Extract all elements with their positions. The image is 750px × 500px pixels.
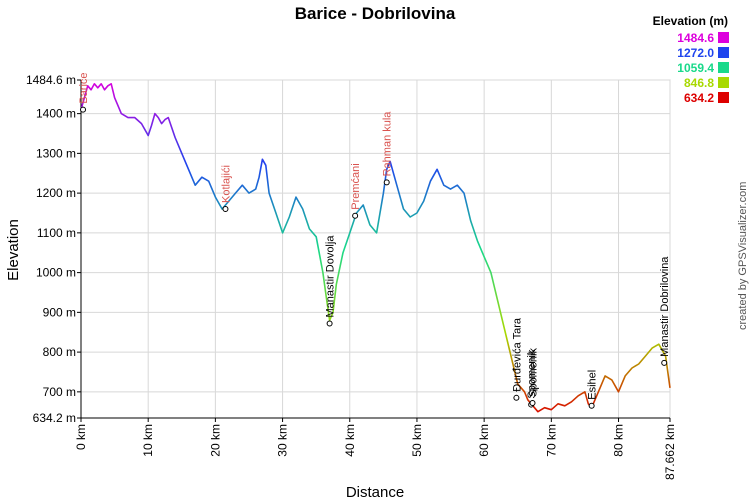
legend-swatch	[718, 32, 729, 43]
elevation-profile-line	[80, 83, 671, 413]
legend: Elevation (m) 1484.61272.01059.4846.8634…	[653, 14, 729, 105]
waypoint-marker	[588, 402, 595, 409]
waypoint-label: Đurđevića Tara	[511, 317, 523, 392]
waypoint-marker	[352, 212, 359, 219]
plot-area-frame	[80, 79, 671, 419]
waypoint-label: Spomenik	[526, 349, 538, 398]
waypoint-label: Manastir Dovolja	[325, 235, 337, 318]
x-tick-label: 0 km	[74, 424, 88, 450]
legend-title: Elevation (m)	[653, 14, 728, 28]
legend-entry-label: 846.8	[684, 76, 714, 90]
x-axis-label: Distance	[346, 484, 404, 500]
x-tick-label: 80 km	[612, 424, 626, 457]
waypoint-label: Spomenik	[528, 348, 540, 397]
y-tick-label: 1400 m	[36, 107, 76, 121]
legend-swatch	[718, 62, 729, 73]
y-tick-label: 1484.6 m	[26, 73, 76, 87]
waypoint-label: Esihel	[587, 370, 599, 400]
waypoint-label: Barice	[78, 72, 90, 103]
credit-text: created by GPSVisualizer.com	[737, 182, 749, 330]
grid-lines	[80, 79, 671, 419]
x-tick-label: 30 km	[276, 424, 290, 457]
x-tick-label: 10 km	[141, 424, 155, 457]
y-tick-label: 1300 m	[36, 146, 76, 160]
legend-entry-label: 1059.4	[677, 61, 714, 75]
legend-entry-label: 1272.0	[677, 46, 714, 60]
waypoint-label: Premćani	[350, 163, 362, 209]
legend-swatch	[718, 77, 729, 88]
legend-swatch	[718, 47, 729, 58]
x-axis-ticks: 0 km 10 km 20 km 30 km 40 km 50 km 60 km 70 km 8…	[74, 417, 677, 480]
waypoint-label: Rahman kula	[382, 111, 394, 177]
waypoint-marker	[326, 320, 333, 327]
y-tick-label: 1200 m	[36, 186, 76, 200]
waypoint-marker	[661, 359, 668, 366]
y-tick-label: 1000 m	[36, 266, 76, 280]
waypoint-marker	[80, 106, 87, 113]
waypoint-label: Kotlajići	[220, 165, 232, 203]
y-tick-label: 1100 m	[37, 226, 76, 240]
legend-entry-label: 634.2	[684, 91, 714, 105]
waypoint-label: Manastir Dobrilovina	[659, 256, 671, 357]
y-tick-label: 700 m	[43, 385, 76, 399]
legend-entry-label: 1484.6	[677, 31, 714, 45]
chart-title: Barice - Dobrilovina	[295, 4, 456, 23]
waypoint-marker	[513, 394, 520, 401]
y-tick-label: 800 m	[43, 345, 76, 359]
x-tick-label: 40 km	[343, 424, 357, 457]
y-axis-label: Elevation	[5, 219, 22, 281]
waypoint-marker	[383, 179, 390, 186]
waypoint-marker	[529, 399, 536, 406]
waypoint-marker	[222, 206, 229, 213]
x-tick-label: 70 km	[544, 424, 558, 457]
y-axis-ticks: 634.2 m 700 m 800 m 900 m 1000 m 1100 m 1200 m…	[26, 73, 82, 425]
x-tick-label: 20 km	[208, 424, 222, 457]
x-tick-label: 50 km	[410, 424, 424, 457]
y-tick-label: 634.2 m	[33, 411, 76, 425]
y-tick-label: 900 m	[43, 305, 76, 319]
legend-swatch	[718, 92, 729, 103]
waypoints: Barice Kotlajići Manastir Dovolja Premćani R…	[78, 72, 671, 409]
x-tick-label: 60 km	[477, 424, 491, 457]
x-tick-label: 87.662 km	[663, 424, 677, 480]
